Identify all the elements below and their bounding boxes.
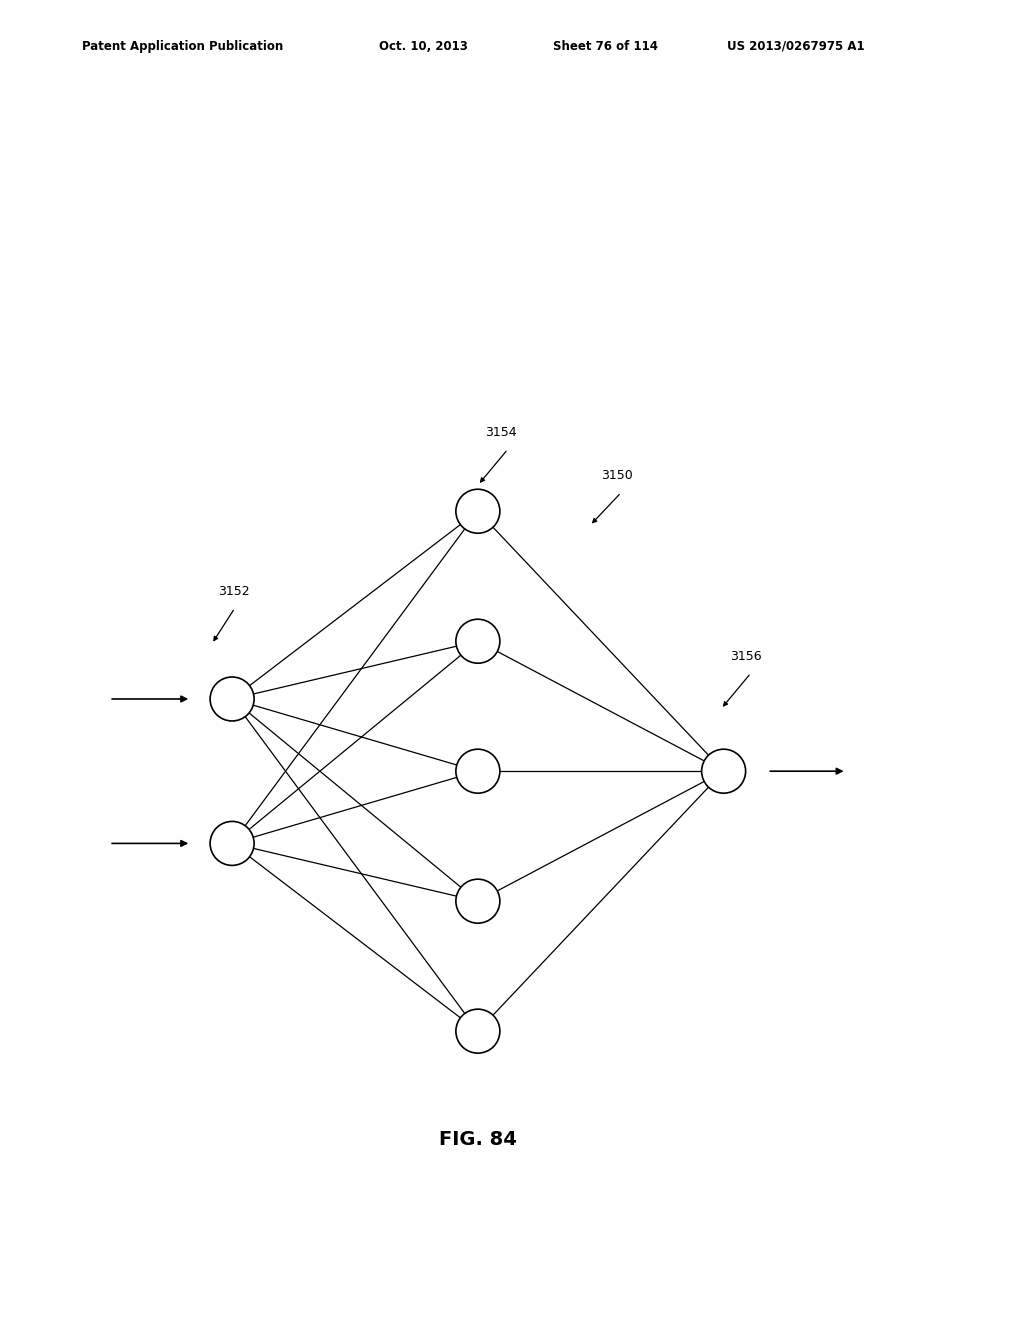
Text: FIG. 84: FIG. 84: [439, 1130, 517, 1148]
Ellipse shape: [456, 490, 500, 533]
Text: 3150: 3150: [601, 470, 633, 482]
Text: 3154: 3154: [484, 426, 516, 440]
Text: 3152: 3152: [218, 585, 250, 598]
Ellipse shape: [210, 821, 254, 866]
Ellipse shape: [456, 1010, 500, 1053]
Ellipse shape: [701, 750, 745, 793]
Ellipse shape: [210, 677, 254, 721]
Text: 3156: 3156: [730, 649, 762, 663]
Ellipse shape: [456, 750, 500, 793]
Text: Sheet 76 of 114: Sheet 76 of 114: [553, 40, 658, 53]
Text: Oct. 10, 2013: Oct. 10, 2013: [379, 40, 468, 53]
Text: US 2013/0267975 A1: US 2013/0267975 A1: [727, 40, 864, 53]
Ellipse shape: [456, 619, 500, 663]
Text: Patent Application Publication: Patent Application Publication: [82, 40, 284, 53]
Ellipse shape: [456, 879, 500, 923]
